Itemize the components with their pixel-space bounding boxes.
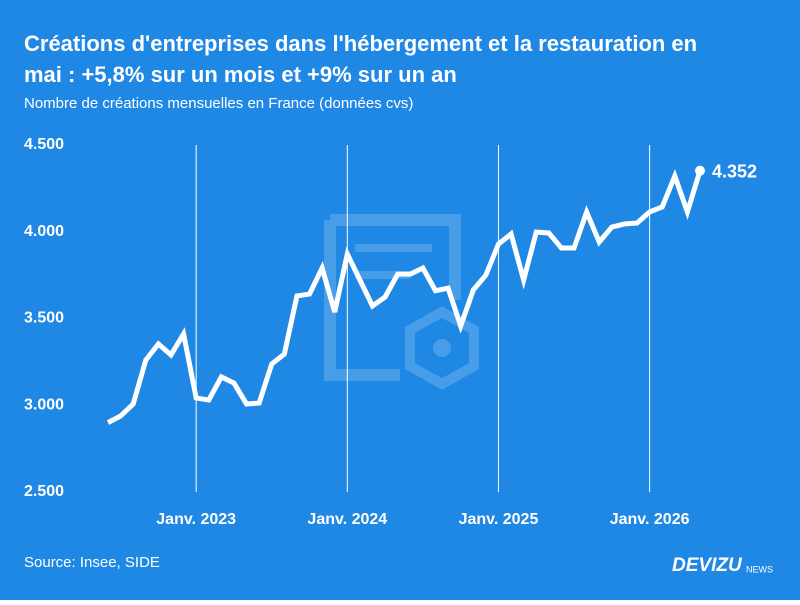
x-tick-label: Janv. 2024 bbox=[307, 511, 387, 528]
y-tick-label: 4.000 bbox=[24, 223, 64, 240]
y-tick-label: 3.500 bbox=[24, 310, 64, 327]
brand: DEVIZU bbox=[672, 555, 743, 576]
y-tick-label: 4.500 bbox=[24, 136, 64, 153]
line bbox=[106, 169, 703, 425]
value-label: 4.352 bbox=[712, 161, 757, 181]
x-tick-label: Janv. 2026 bbox=[610, 511, 690, 528]
y-tick-label: 2.500 bbox=[24, 483, 64, 500]
chart-title: Créations d'entreprises dans l'hébergeme… bbox=[24, 31, 697, 56]
chart-subtitle: Nombre de créations mensuelles en France… bbox=[24, 95, 413, 112]
chart-title: mai : +5,8% sur un mois et +9% sur un an bbox=[24, 62, 457, 87]
x-tick-label: Janv. 2023 bbox=[156, 511, 236, 528]
x-tick-label: Janv. 2025 bbox=[459, 511, 539, 528]
brand-suffix: NEWS bbox=[746, 564, 773, 574]
watermark bbox=[324, 214, 479, 390]
source: Source: Insee, SIDE bbox=[24, 554, 160, 571]
end-point bbox=[695, 165, 705, 176]
watermark-dot bbox=[433, 339, 451, 357]
y-tick-label: 3.000 bbox=[24, 396, 64, 413]
